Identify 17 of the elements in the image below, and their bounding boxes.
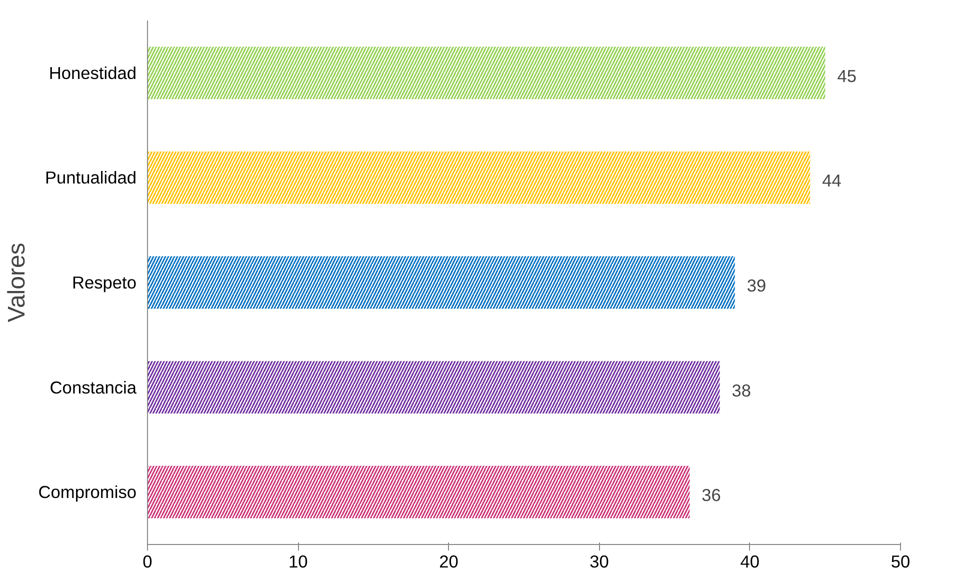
data-label: 44 [822, 170, 842, 191]
x-tick-label: 40 [740, 552, 760, 572]
y-tick-label: Respeto [72, 272, 137, 292]
data-label: 39 [746, 276, 766, 296]
x-tick-label: 50 [890, 552, 910, 572]
y-tick-label: Puntualidad [44, 168, 136, 188]
x-tick-label: 30 [590, 552, 609, 572]
x-tick-label: 20 [439, 552, 458, 572]
y-tick-label: Constancia [50, 377, 137, 398]
data-label: 45 [837, 66, 856, 86]
y-tick-label: Compromiso [38, 482, 137, 502]
y-tick-label: Honestidad [48, 62, 137, 83]
x-tick-label: 0 [142, 552, 152, 572]
data-label: 36 [702, 485, 721, 506]
y-axis-title: Valores [3, 242, 30, 322]
data-label: 38 [732, 380, 752, 400]
x-tick-label: 10 [288, 552, 308, 572]
